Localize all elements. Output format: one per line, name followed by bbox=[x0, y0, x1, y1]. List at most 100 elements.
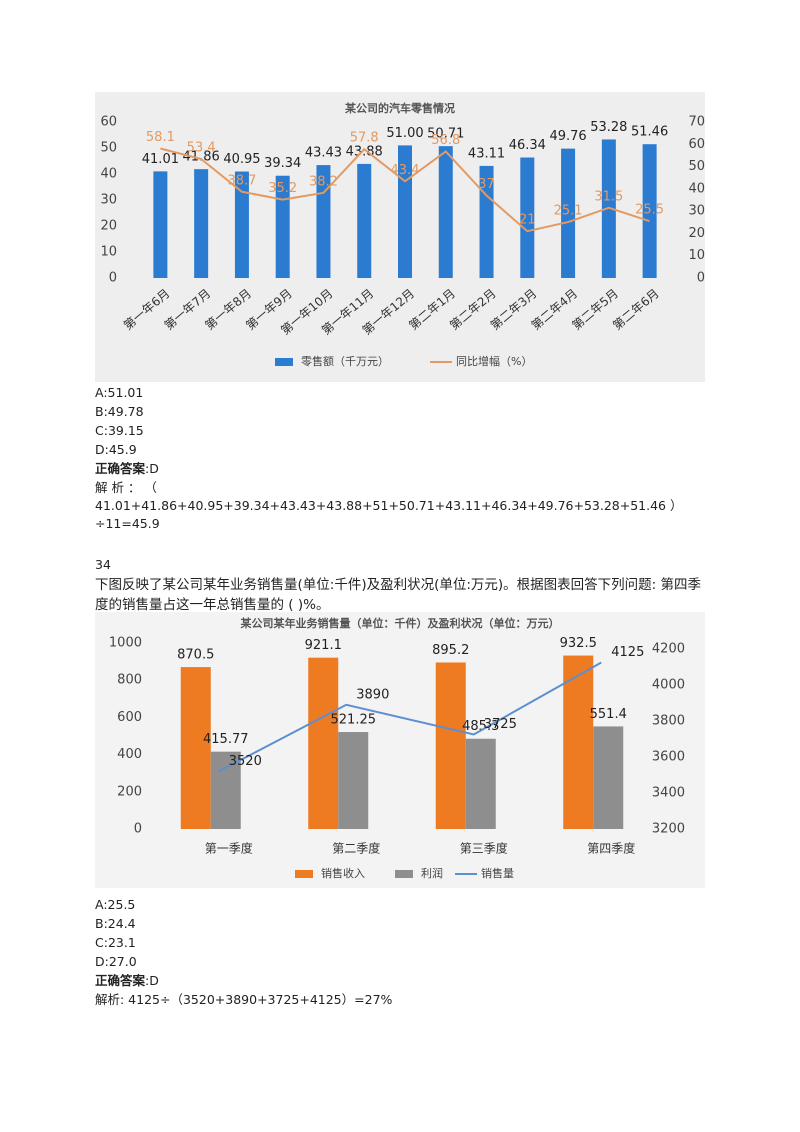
data-label: 21 bbox=[519, 213, 536, 228]
data-label: 53.28 bbox=[590, 120, 627, 135]
y-tick-label: 200 bbox=[117, 784, 142, 799]
y2-tick-label: 50 bbox=[688, 159, 705, 174]
explanation: 解析: 4125÷（3520+3890+3725+4125）=27% bbox=[95, 992, 393, 1007]
y2-tick-label: 70 bbox=[688, 115, 705, 130]
legend-swatch bbox=[275, 358, 293, 366]
y-tick-label: 1000 bbox=[109, 636, 142, 651]
bar bbox=[194, 169, 209, 278]
x-tick-label: 第二季度 bbox=[332, 841, 380, 856]
option: C:23.1 bbox=[95, 935, 136, 950]
bar bbox=[438, 146, 453, 278]
answer-label: 正确答案 bbox=[95, 973, 146, 988]
data-label: 50.71 bbox=[427, 127, 464, 142]
legend-label: 同比增幅（%） bbox=[456, 354, 532, 368]
option: D:27.0 bbox=[95, 954, 137, 969]
option: C:39.15 bbox=[95, 423, 144, 438]
data-label: 39.34 bbox=[264, 156, 301, 171]
data-label: 43.88 bbox=[346, 144, 383, 159]
data-label: 37 bbox=[478, 177, 495, 192]
y-tick-label: 800 bbox=[117, 673, 142, 688]
y-tick-label: 60 bbox=[100, 115, 117, 130]
y-tick-label: 40 bbox=[100, 167, 117, 182]
bar bbox=[520, 157, 535, 278]
bar bbox=[153, 171, 168, 278]
legend-label: 零售额（千万元） bbox=[301, 354, 389, 368]
y-tick-label: 20 bbox=[100, 219, 117, 234]
data-label: 4125 bbox=[611, 645, 644, 660]
bar bbox=[642, 144, 657, 278]
y-tick-label: 600 bbox=[117, 710, 142, 725]
y-tick-label: 30 bbox=[100, 193, 117, 208]
y2-tick-label: 10 bbox=[688, 248, 705, 263]
bar bbox=[435, 662, 466, 829]
option: A:25.5 bbox=[95, 897, 136, 912]
data-label: 932.5 bbox=[560, 636, 597, 651]
bar bbox=[561, 148, 576, 278]
bar bbox=[180, 667, 211, 829]
bar bbox=[308, 657, 339, 829]
option: A:51.01 bbox=[95, 385, 144, 400]
data-label: 49.76 bbox=[549, 129, 586, 144]
explanation: 解 析 ： （ 41.01+41.86+40.95+39.34+43.43+43… bbox=[95, 480, 683, 531]
data-label: 56.8 bbox=[431, 133, 460, 148]
y-tick-label: 0 bbox=[134, 822, 142, 837]
legend-label: 利润 bbox=[421, 866, 443, 880]
data-label: 53.4 bbox=[187, 140, 216, 155]
line bbox=[160, 147, 650, 233]
bar bbox=[357, 163, 372, 278]
y2-tick-label: 4200 bbox=[652, 642, 685, 657]
data-label: 38.2 bbox=[309, 174, 338, 189]
data-label: 43.11 bbox=[468, 146, 505, 161]
chart-title: 某公司的汽车零售情况 bbox=[344, 101, 455, 115]
y2-tick-label: 3400 bbox=[652, 786, 685, 801]
bar bbox=[479, 165, 494, 278]
data-label: 43.4 bbox=[391, 163, 420, 178]
option: B:24.4 bbox=[95, 916, 136, 931]
data-label: 485.3 bbox=[462, 719, 499, 734]
y-tick-label: 0 bbox=[109, 271, 117, 286]
bar bbox=[234, 171, 249, 278]
answer-value: :D bbox=[145, 973, 159, 988]
legend-label: 销售量 bbox=[481, 866, 514, 880]
option: B:49.78 bbox=[95, 404, 144, 419]
legend-swatch bbox=[295, 870, 313, 878]
data-label: 57.8 bbox=[350, 131, 379, 146]
data-label: 38.7 bbox=[227, 173, 256, 188]
data-label: 3890 bbox=[356, 687, 389, 702]
data-label: 43.43 bbox=[305, 146, 342, 161]
data-label: 870.5 bbox=[177, 648, 214, 663]
data-label: 46.34 bbox=[509, 138, 546, 153]
data-label: 51.00 bbox=[386, 126, 423, 141]
bar bbox=[465, 738, 496, 829]
y2-tick-label: 4000 bbox=[652, 678, 685, 693]
bar bbox=[338, 732, 369, 829]
y2-tick-label: 3800 bbox=[652, 714, 685, 729]
y-tick-label: 10 bbox=[100, 245, 117, 260]
line bbox=[218, 661, 602, 773]
data-label: 3520 bbox=[229, 754, 262, 769]
data-label: 51.46 bbox=[631, 125, 668, 140]
bar bbox=[275, 175, 290, 278]
data-label: 58.1 bbox=[146, 130, 175, 145]
data-label: 3725 bbox=[484, 717, 517, 732]
option: D:45.9 bbox=[95, 442, 137, 457]
answer-label: 正确答案 bbox=[95, 461, 146, 476]
data-label: 31.5 bbox=[594, 189, 623, 204]
y-tick-label: 50 bbox=[100, 141, 117, 156]
data-label: 415.77 bbox=[203, 732, 249, 747]
data-label: 41.86 bbox=[183, 150, 220, 165]
data-label: 895.2 bbox=[432, 643, 469, 658]
data-label: 551.4 bbox=[590, 707, 627, 722]
question-text: 下图反映了某公司某年业务销售量(单位:千件)及盈利状况(单位:万元)。根据图表回… bbox=[95, 577, 702, 613]
chart-image: 某公司的汽车零售情况0102030405060010203040506070第一… bbox=[95, 92, 705, 382]
data-label: 35.2 bbox=[268, 181, 297, 196]
bar bbox=[593, 726, 624, 829]
y2-tick-label: 60 bbox=[688, 137, 705, 152]
bar bbox=[563, 655, 594, 829]
data-label: 25.5 bbox=[635, 203, 664, 218]
x-tick-label: 第三季度 bbox=[460, 841, 508, 856]
question-number: 34 bbox=[95, 557, 111, 572]
x-tick-label: 第四季度 bbox=[587, 841, 635, 856]
answer: 正确答案:D bbox=[95, 460, 159, 478]
